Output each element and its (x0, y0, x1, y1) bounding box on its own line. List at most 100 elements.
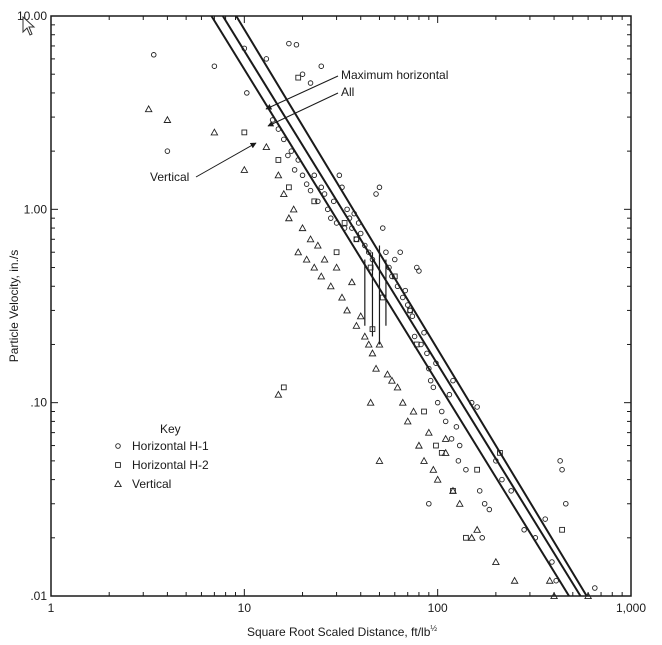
data-point (263, 56, 270, 62)
data-point (584, 591, 593, 600)
data-point (416, 268, 422, 274)
data-point (295, 157, 301, 163)
data-point (433, 360, 439, 366)
data-point (392, 256, 398, 263)
data-point (303, 181, 310, 187)
data-point (306, 235, 315, 243)
data-point (497, 450, 503, 456)
data-point (311, 172, 318, 179)
legend-label: Vertical (132, 477, 171, 491)
data-point (421, 408, 427, 415)
legend-marker (114, 479, 122, 488)
data-point (310, 263, 319, 271)
data-point (375, 456, 384, 464)
fit-line (235, 15, 588, 597)
data-point (532, 535, 539, 541)
data-point (545, 576, 554, 584)
data-point (244, 90, 250, 96)
data-point (364, 340, 373, 348)
legend-label: Horizontal H-2 (132, 458, 209, 472)
data-point (311, 198, 318, 205)
data-point (289, 205, 298, 213)
data-point (164, 148, 171, 154)
y-tick-label: .10 (30, 396, 47, 410)
data-point (441, 434, 450, 442)
data-point (368, 349, 377, 357)
data-point (550, 591, 559, 600)
data-point (307, 187, 314, 194)
data-point (563, 501, 569, 507)
data-point (333, 220, 340, 226)
plot-frame (50, 15, 632, 597)
data-point (326, 282, 335, 290)
data-point (468, 399, 475, 406)
data-point (383, 249, 389, 255)
data-point (281, 136, 287, 143)
annotation-leader (265, 75, 339, 110)
data-point (298, 223, 307, 232)
data-point (269, 117, 276, 123)
data-point (394, 283, 401, 290)
annotation-leader (267, 92, 339, 127)
data-point (332, 263, 341, 271)
data-point (402, 287, 409, 294)
data-point (491, 557, 500, 565)
data-point (409, 407, 418, 415)
data-point (302, 255, 311, 263)
data-point (486, 506, 493, 513)
range-bars (364, 245, 387, 345)
data-point (449, 486, 457, 494)
data-point (294, 248, 303, 256)
x-tick-label: 10 (238, 601, 252, 615)
data-point (403, 417, 412, 425)
data-point (448, 436, 455, 442)
data-point (414, 441, 423, 449)
x-tick-label: 1,000 (616, 601, 646, 615)
data-point (592, 585, 598, 591)
fit-line (210, 15, 570, 597)
data-point (463, 534, 469, 541)
data-point (333, 249, 340, 256)
data-point (476, 488, 483, 494)
data-point (341, 220, 348, 226)
data-point (307, 80, 314, 86)
data-point (346, 215, 353, 221)
data-point (144, 104, 153, 113)
data-point (430, 384, 437, 391)
y-tick-label: .01 (30, 589, 47, 603)
data-point (313, 241, 322, 249)
data-point (386, 264, 392, 271)
data-point (510, 576, 519, 584)
data-point (391, 273, 398, 280)
legend-marker (115, 462, 121, 468)
legend-title: Key (160, 422, 181, 436)
data-point (299, 172, 306, 179)
legend: Key Horizontal H-1 Horizontal H-2 Vertical (114, 422, 209, 491)
data-point (280, 384, 287, 391)
data-point (407, 307, 413, 314)
data-point (372, 364, 381, 372)
data-point (420, 456, 428, 464)
fit-line (221, 15, 582, 597)
data-point (286, 184, 292, 191)
data-point (409, 313, 416, 319)
data-point (349, 225, 355, 231)
data-point (481, 501, 488, 507)
data-point (356, 312, 365, 320)
data-point (328, 215, 334, 221)
annotation-label: Maximum horizontal (341, 68, 448, 82)
data-point (279, 189, 288, 198)
data-point (324, 206, 331, 213)
data-point (400, 294, 406, 301)
data-point (393, 383, 402, 391)
data-point (559, 466, 565, 473)
data-point (473, 525, 482, 533)
data-point (318, 63, 325, 69)
data-point (418, 341, 424, 348)
data-point (453, 424, 460, 430)
data-point (424, 428, 433, 436)
data-point (499, 476, 505, 483)
data-point (321, 191, 328, 197)
